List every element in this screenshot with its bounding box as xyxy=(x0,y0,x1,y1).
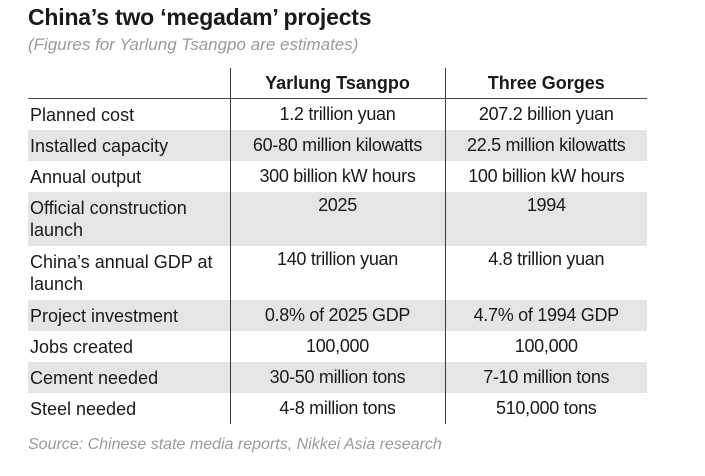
table-row: China’s annual GDP at launch 140 trillio… xyxy=(28,246,647,300)
header-yarlung-tsangpo: Yarlung Tsangpo xyxy=(229,68,445,99)
yarlung-value: 2025 xyxy=(229,192,445,246)
table-row: Annual output 300 billion kW hours 100 b… xyxy=(28,161,647,192)
row-label: China’s annual GDP at launch xyxy=(30,252,213,294)
gorges-value: 100 billion kW hours xyxy=(444,161,647,192)
gorges-value: 4.7% of 1994 GDP xyxy=(444,300,647,331)
table-row: Project investment 0.8% of 2025 GDP 4.7%… xyxy=(28,300,647,331)
gorges-value: 22.5 million kilowatts xyxy=(444,130,647,161)
gorges-value: 4.8 trillion yuan xyxy=(444,246,647,300)
gorges-value: 510,000 tons xyxy=(444,393,647,424)
yarlung-value: 4-8 million tons xyxy=(229,393,445,424)
page-subtitle: (Figures for Yarlung Tsangpo are estimat… xyxy=(28,35,359,54)
yarlung-value: 140 trillion yuan xyxy=(229,246,445,300)
header-three-gorges: Three Gorges xyxy=(444,68,647,99)
yarlung-value: 30-50 million tons xyxy=(229,362,445,393)
table-row: Jobs created 100,000 100,000 xyxy=(28,331,647,362)
table-row: Official construction launch 2025 1994 xyxy=(28,192,647,246)
row-label: Project investment xyxy=(28,300,230,331)
header-blank xyxy=(28,68,230,99)
gorges-value: 1994 xyxy=(444,192,647,246)
page-title: China’s two ‘megadam’ projects xyxy=(28,4,372,30)
yarlung-value: 100,000 xyxy=(229,331,445,362)
yarlung-value: 60-80 million kilowatts xyxy=(229,130,445,161)
gorges-value: 100,000 xyxy=(444,331,647,362)
row-label: Steel needed xyxy=(30,398,137,419)
gorges-value: 207.2 billion yuan xyxy=(444,98,647,130)
gorges-value: 7-10 million tons xyxy=(444,362,647,393)
row-label: Official construction launch xyxy=(28,192,230,246)
table-header-row: Yarlung Tsangpo Three Gorges xyxy=(28,68,647,99)
row-label: Planned cost xyxy=(30,104,135,125)
table-row: Cement needed 30-50 million tons 7-10 mi… xyxy=(28,362,647,393)
table-row: Steel needed 4-8 million tons 510,000 to… xyxy=(28,393,647,424)
row-label: Jobs created xyxy=(30,336,134,357)
row-label: Annual output xyxy=(30,166,142,187)
row-label: Cement needed xyxy=(28,362,230,393)
table-row: Installed capacity 60-80 million kilowat… xyxy=(28,130,647,161)
yarlung-value: 0.8% of 2025 GDP xyxy=(229,300,445,331)
comparison-table: Yarlung Tsangpo Three Gorges Planned cos… xyxy=(28,68,647,424)
yarlung-value: 300 billion kW hours xyxy=(229,161,445,192)
yarlung-value: 1.2 trillion yuan xyxy=(229,98,445,130)
row-label: Installed capacity xyxy=(28,130,230,161)
table-row: Planned cost 1.2 trillion yuan 207.2 bil… xyxy=(28,98,647,130)
source-note: Source: Chinese state media reports, Nik… xyxy=(28,436,442,453)
